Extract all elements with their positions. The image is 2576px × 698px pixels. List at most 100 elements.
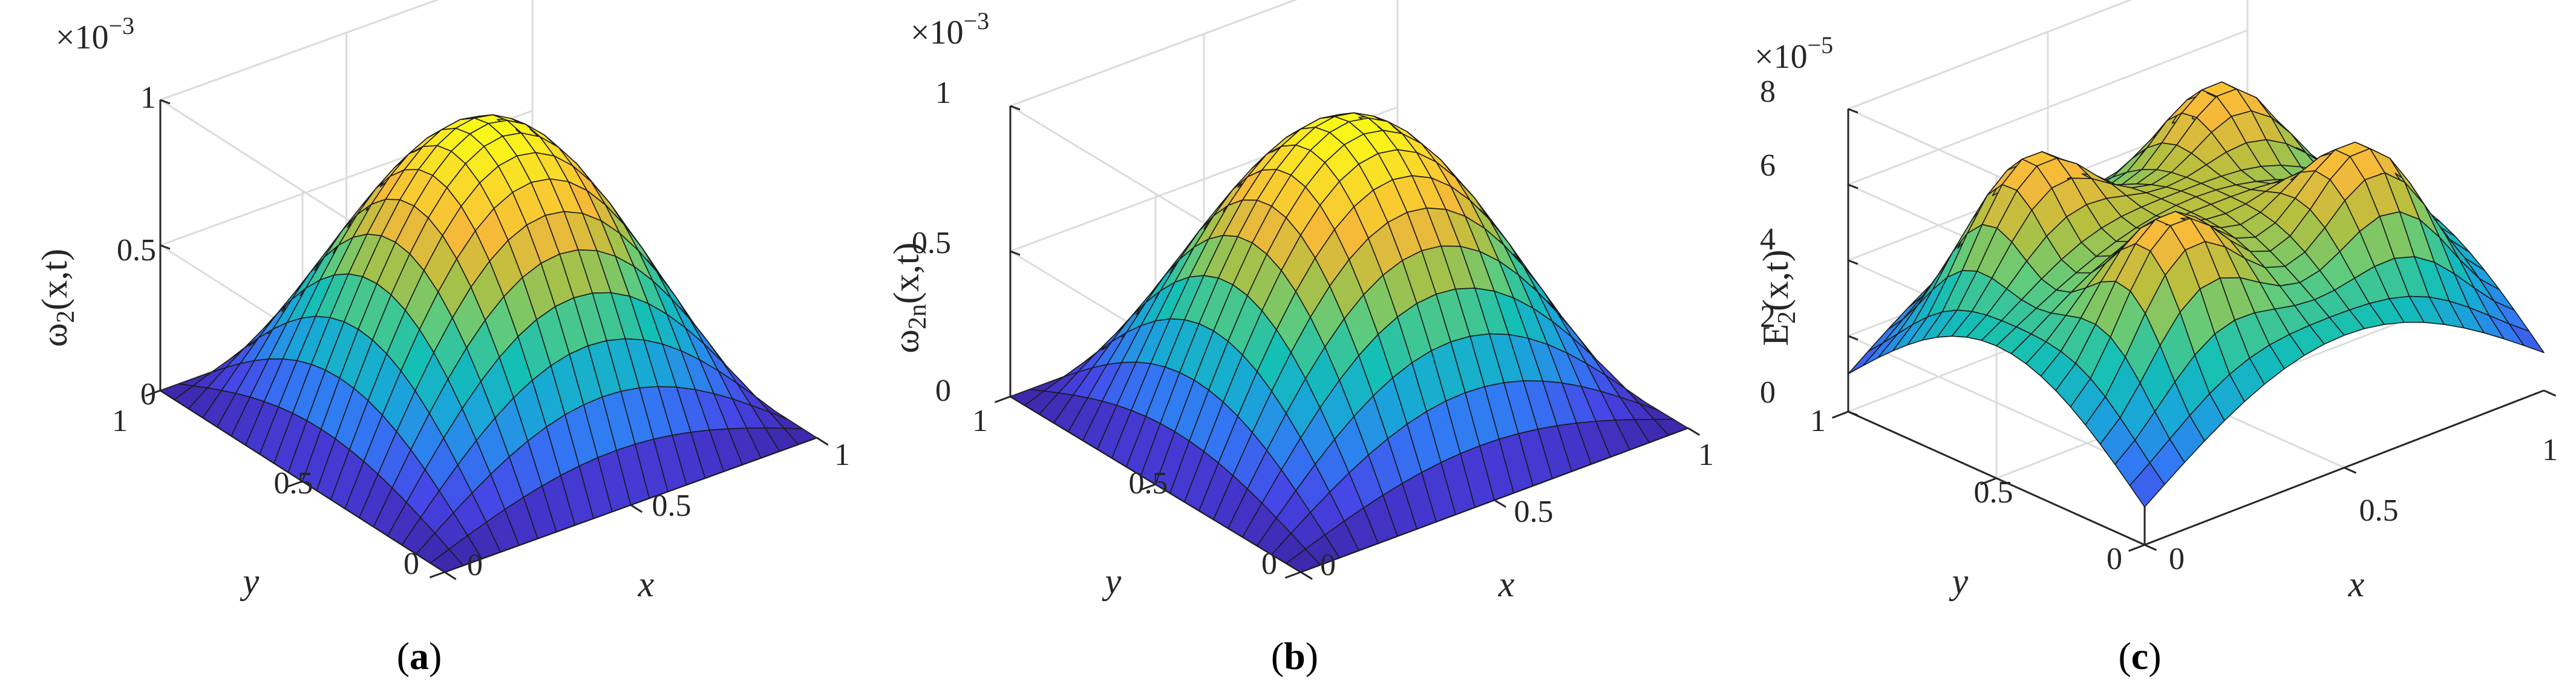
y-tick-mark	[429, 571, 445, 579]
x-tick-label: 0.5	[652, 489, 691, 523]
surface-cell	[2508, 323, 2545, 354]
z-axis-label: E2(x,t)	[1756, 249, 1801, 346]
z-tick-mark	[1848, 259, 1858, 265]
y-tick-mark	[1284, 571, 1301, 579]
x-tick-mark	[630, 504, 643, 513]
surface-cell	[783, 427, 817, 445]
z-tick-label: 0.5	[117, 233, 156, 268]
x-tick-label: 1	[834, 438, 850, 472]
x-tick-label: 1	[2542, 433, 2558, 467]
caption-paren: )	[1306, 634, 1318, 677]
caption-paren: )	[429, 634, 442, 677]
axis-exponent-part: ×10	[56, 19, 109, 56]
z-axis-label: ω2(x,t)	[34, 249, 80, 347]
caption-paren: (	[397, 634, 410, 677]
z-axis-label: ω2n(x,t)	[886, 242, 932, 353]
z-axis-label-part: E	[1756, 324, 1796, 346]
x-tick-label: 0	[2169, 542, 2185, 576]
z-axis-label-part: 2n	[904, 304, 932, 329]
z-tick-mark	[1848, 410, 1858, 416]
z-axis-label-part: (x,t)	[1756, 249, 1796, 311]
surface-mesh-c	[1848, 81, 2545, 508]
y-axis-label: y	[240, 561, 260, 601]
caption-letter: c	[2131, 634, 2148, 677]
z-tick-label: 0	[1760, 375, 1776, 410]
y-tick-mark	[145, 389, 161, 397]
z-tick-label: 8	[1760, 74, 1776, 109]
y-tick-label: 0	[404, 547, 419, 581]
z-tick-label: 0.5	[912, 226, 951, 260]
y-axis-label: y	[1949, 561, 1969, 601]
x-tick-mark	[1687, 427, 1700, 436]
axis-exponent: ×10−3	[56, 12, 134, 56]
y-tick-mark	[994, 395, 1011, 403]
z-tick-mark	[1010, 105, 1021, 111]
z-tick-label: 6	[1760, 148, 1776, 183]
caption-paren: (	[2118, 634, 2131, 677]
panel-caption: (a)	[397, 634, 442, 677]
z-tick-label: 0	[935, 374, 951, 408]
z-axis-label-part: (x,t)	[886, 242, 926, 304]
x-tick-label: 0.5	[2359, 493, 2399, 528]
z-tick-mark	[1848, 183, 1858, 189]
caption-letter: a	[410, 634, 429, 677]
panel-caption: (c)	[2118, 634, 2161, 677]
x-tick-mark	[2344, 467, 2357, 474]
surface-cell	[1653, 418, 1688, 436]
y-tick-mark	[1139, 483, 1156, 491]
axis-exponent-part: ×10	[1754, 38, 1808, 76]
x-tick-mark	[444, 571, 457, 581]
z-axis-label-part: ω	[886, 329, 926, 354]
surface-mesh-a	[160, 114, 817, 573]
y-tick-label: 1	[112, 404, 128, 438]
x-axis-label: x	[638, 564, 655, 604]
y-tick-mark	[1832, 410, 1849, 419]
z-tick-mark	[1848, 335, 1858, 341]
axis-exponent-part: −5	[1808, 31, 1834, 59]
z-tick-label: 0	[140, 377, 156, 412]
y-tick-label: 1	[1810, 404, 1826, 438]
y-tick-label: 0.5	[1129, 466, 1168, 501]
x-tick-label: 0.5	[1514, 495, 1554, 529]
z-tick-mark	[160, 244, 171, 250]
axis-exponent-part: ×10	[910, 14, 964, 51]
x-tick-label: 0	[1320, 548, 1336, 582]
y-tick-label: 0	[2107, 542, 2122, 576]
z-tick-mark	[160, 99, 171, 105]
y-tick-mark	[287, 480, 303, 488]
caption-paren: )	[2148, 634, 2161, 677]
y-tick-label: 0	[1261, 547, 1277, 581]
x-tick-mark	[816, 436, 829, 446]
z-axis-label-part: 2	[1773, 311, 1801, 324]
x-tick-mark	[2144, 544, 2157, 551]
axis-exponent: ×10−5	[1754, 31, 1833, 76]
axis-exponent-part: −3	[109, 12, 135, 39]
y-axis-label: y	[1102, 561, 1122, 601]
x-tick-mark	[1300, 571, 1313, 580]
z-axis-label-part: ω	[34, 323, 74, 347]
y-tick-label: 0.5	[1974, 475, 2013, 510]
axis-exponent: ×10−3	[910, 7, 989, 51]
surface-mesh-b	[1010, 112, 1688, 573]
y-tick-mark	[1980, 477, 1997, 486]
axis-exponent-part: −3	[964, 7, 990, 35]
x-tick-label: 0	[467, 548, 483, 582]
x-tick-mark	[1494, 499, 1506, 508]
x-axis-label: x	[1498, 564, 1515, 604]
x-tick-label: 1	[1698, 438, 1714, 472]
x-axis-label: x	[2348, 564, 2365, 604]
y-tick-label: 0.5	[274, 466, 313, 501]
y-tick-mark	[2128, 544, 2145, 552]
caption-paren: (	[1271, 634, 1284, 677]
caption-letter: b	[1284, 634, 1306, 677]
y-tick-label: 1	[972, 404, 988, 438]
axes-box-c	[1832, 0, 2557, 552]
z-tick-mark	[1848, 108, 1858, 114]
